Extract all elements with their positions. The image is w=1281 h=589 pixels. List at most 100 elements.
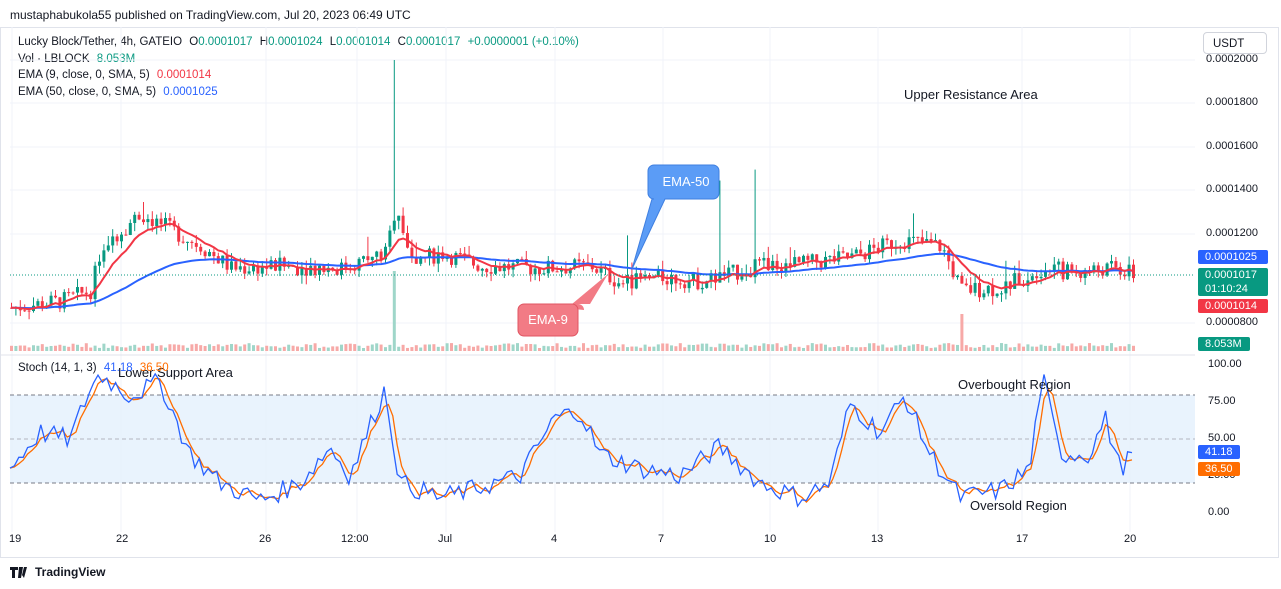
candle-body <box>727 267 731 276</box>
volume-bar <box>436 346 440 351</box>
candle-body <box>837 251 841 262</box>
volume-bar <box>1110 343 1113 351</box>
candle-body <box>230 261 233 270</box>
price-tick: 0.0002000 <box>1206 53 1258 65</box>
volume-bar <box>489 345 493 351</box>
volume-bar <box>608 345 612 351</box>
volume-legend[interactable]: Vol · LBLOCK 8.053M <box>18 53 139 65</box>
candle-body <box>1044 271 1047 277</box>
volume-bar <box>252 345 255 351</box>
candle-body <box>1057 261 1061 265</box>
volume-bar <box>863 347 867 351</box>
candle-body <box>102 250 106 262</box>
time-tick: 13 <box>871 533 884 545</box>
volume-bar <box>797 346 801 351</box>
volume-bar <box>692 344 695 351</box>
candle-body <box>335 270 339 275</box>
candle-body <box>1017 273 1021 286</box>
volume-bar <box>441 346 445 351</box>
candle-body <box>529 264 533 275</box>
price-tick: 0.0001600 <box>1206 140 1258 152</box>
time-tick: 20 <box>1124 533 1137 545</box>
volume-bar <box>247 343 251 351</box>
volume-bar <box>762 343 766 351</box>
candle-body <box>841 251 845 253</box>
volume-bar <box>1022 346 1025 351</box>
price-tick: 0.0000800 <box>1206 316 1258 328</box>
candle-body <box>986 285 990 294</box>
time-tick: 26 <box>259 533 272 545</box>
volume-bar <box>1052 347 1056 351</box>
volume-bar <box>388 344 392 351</box>
candle-body <box>1096 265 1100 273</box>
chart-canvas[interactable]: EMA-50 EMA-9 <box>0 27 1195 532</box>
price-tick: 0.0001400 <box>1206 183 1258 195</box>
volume-bar <box>639 347 643 351</box>
candle-body <box>212 251 216 257</box>
candle-body <box>1035 276 1039 279</box>
volume-bar <box>102 343 106 351</box>
stoch-legend[interactable]: Stoch (14, 1, 3) 41.18 36.50 <box>18 362 173 374</box>
volume-bar <box>1114 347 1118 351</box>
candle-body <box>1052 264 1056 272</box>
ema9-callout-text: EMA-9 <box>528 312 568 327</box>
ohlc-close: C0.0001017 <box>397 36 461 48</box>
candle-body <box>269 260 273 269</box>
candle-body <box>23 310 27 312</box>
candle-body <box>1070 264 1074 272</box>
volume-bar <box>309 344 313 351</box>
candle-body <box>868 244 871 260</box>
candle-body <box>432 248 436 264</box>
candle-body <box>243 266 247 274</box>
candle-body <box>740 276 744 280</box>
volume-bar <box>806 345 810 351</box>
candle-body <box>401 215 405 234</box>
currency-button[interactable]: USDT <box>1203 32 1267 54</box>
volume-bar <box>986 347 990 351</box>
candle-body <box>1083 270 1087 278</box>
tradingview-logo[interactable]: TradingView <box>10 565 105 579</box>
candle-body <box>489 272 493 274</box>
candle-body <box>564 269 568 274</box>
candle-body <box>788 263 792 267</box>
volume-bar <box>164 347 167 351</box>
volume-bar <box>951 344 955 351</box>
volume-bar <box>621 344 625 351</box>
volume-bar <box>670 345 673 351</box>
volume-bar <box>76 344 79 351</box>
volume-bar <box>1035 346 1039 351</box>
volume-bar <box>234 344 238 351</box>
candle-body <box>630 274 634 289</box>
volume-bar <box>964 345 968 351</box>
volume-bar <box>23 345 27 351</box>
candle-body <box>670 274 673 285</box>
candle-body <box>577 259 581 262</box>
ema9-legend[interactable]: EMA (9, close, 0, SMA, 5) 0.0001014 <box>18 69 215 81</box>
candle-body <box>115 236 119 242</box>
candle-body <box>797 257 801 263</box>
volume-bar <box>925 346 929 351</box>
volume-bar <box>128 345 132 351</box>
ema50-value: 0.0001025 <box>163 86 218 98</box>
volume-bar <box>643 344 647 351</box>
ema50-line <box>11 252 1134 310</box>
volume-bar <box>956 344 959 351</box>
volume-bar <box>876 345 880 351</box>
volume-bar <box>1070 343 1074 351</box>
candle-body <box>392 220 396 231</box>
volume-bar <box>410 347 414 351</box>
candle-body <box>1030 276 1034 281</box>
symbol-legend[interactable]: Lucky Block/Tether, 4h, GATEIO O0.000101… <box>18 36 583 48</box>
ema9-callout: EMA-9 <box>517 274 608 337</box>
volume-bar <box>1101 345 1105 351</box>
volume-bar <box>93 345 97 351</box>
volume-bar <box>1030 346 1034 351</box>
volume-bar <box>577 347 581 351</box>
ema50-legend[interactable]: EMA (50, close, 0, SMA, 5) 0.0001025 <box>18 86 222 98</box>
candle-body <box>476 265 480 271</box>
volume-bar <box>375 343 379 351</box>
volume-bar <box>542 345 546 351</box>
volume-bar <box>133 344 137 351</box>
candle-body <box>410 247 414 258</box>
volume-bar <box>709 346 713 351</box>
